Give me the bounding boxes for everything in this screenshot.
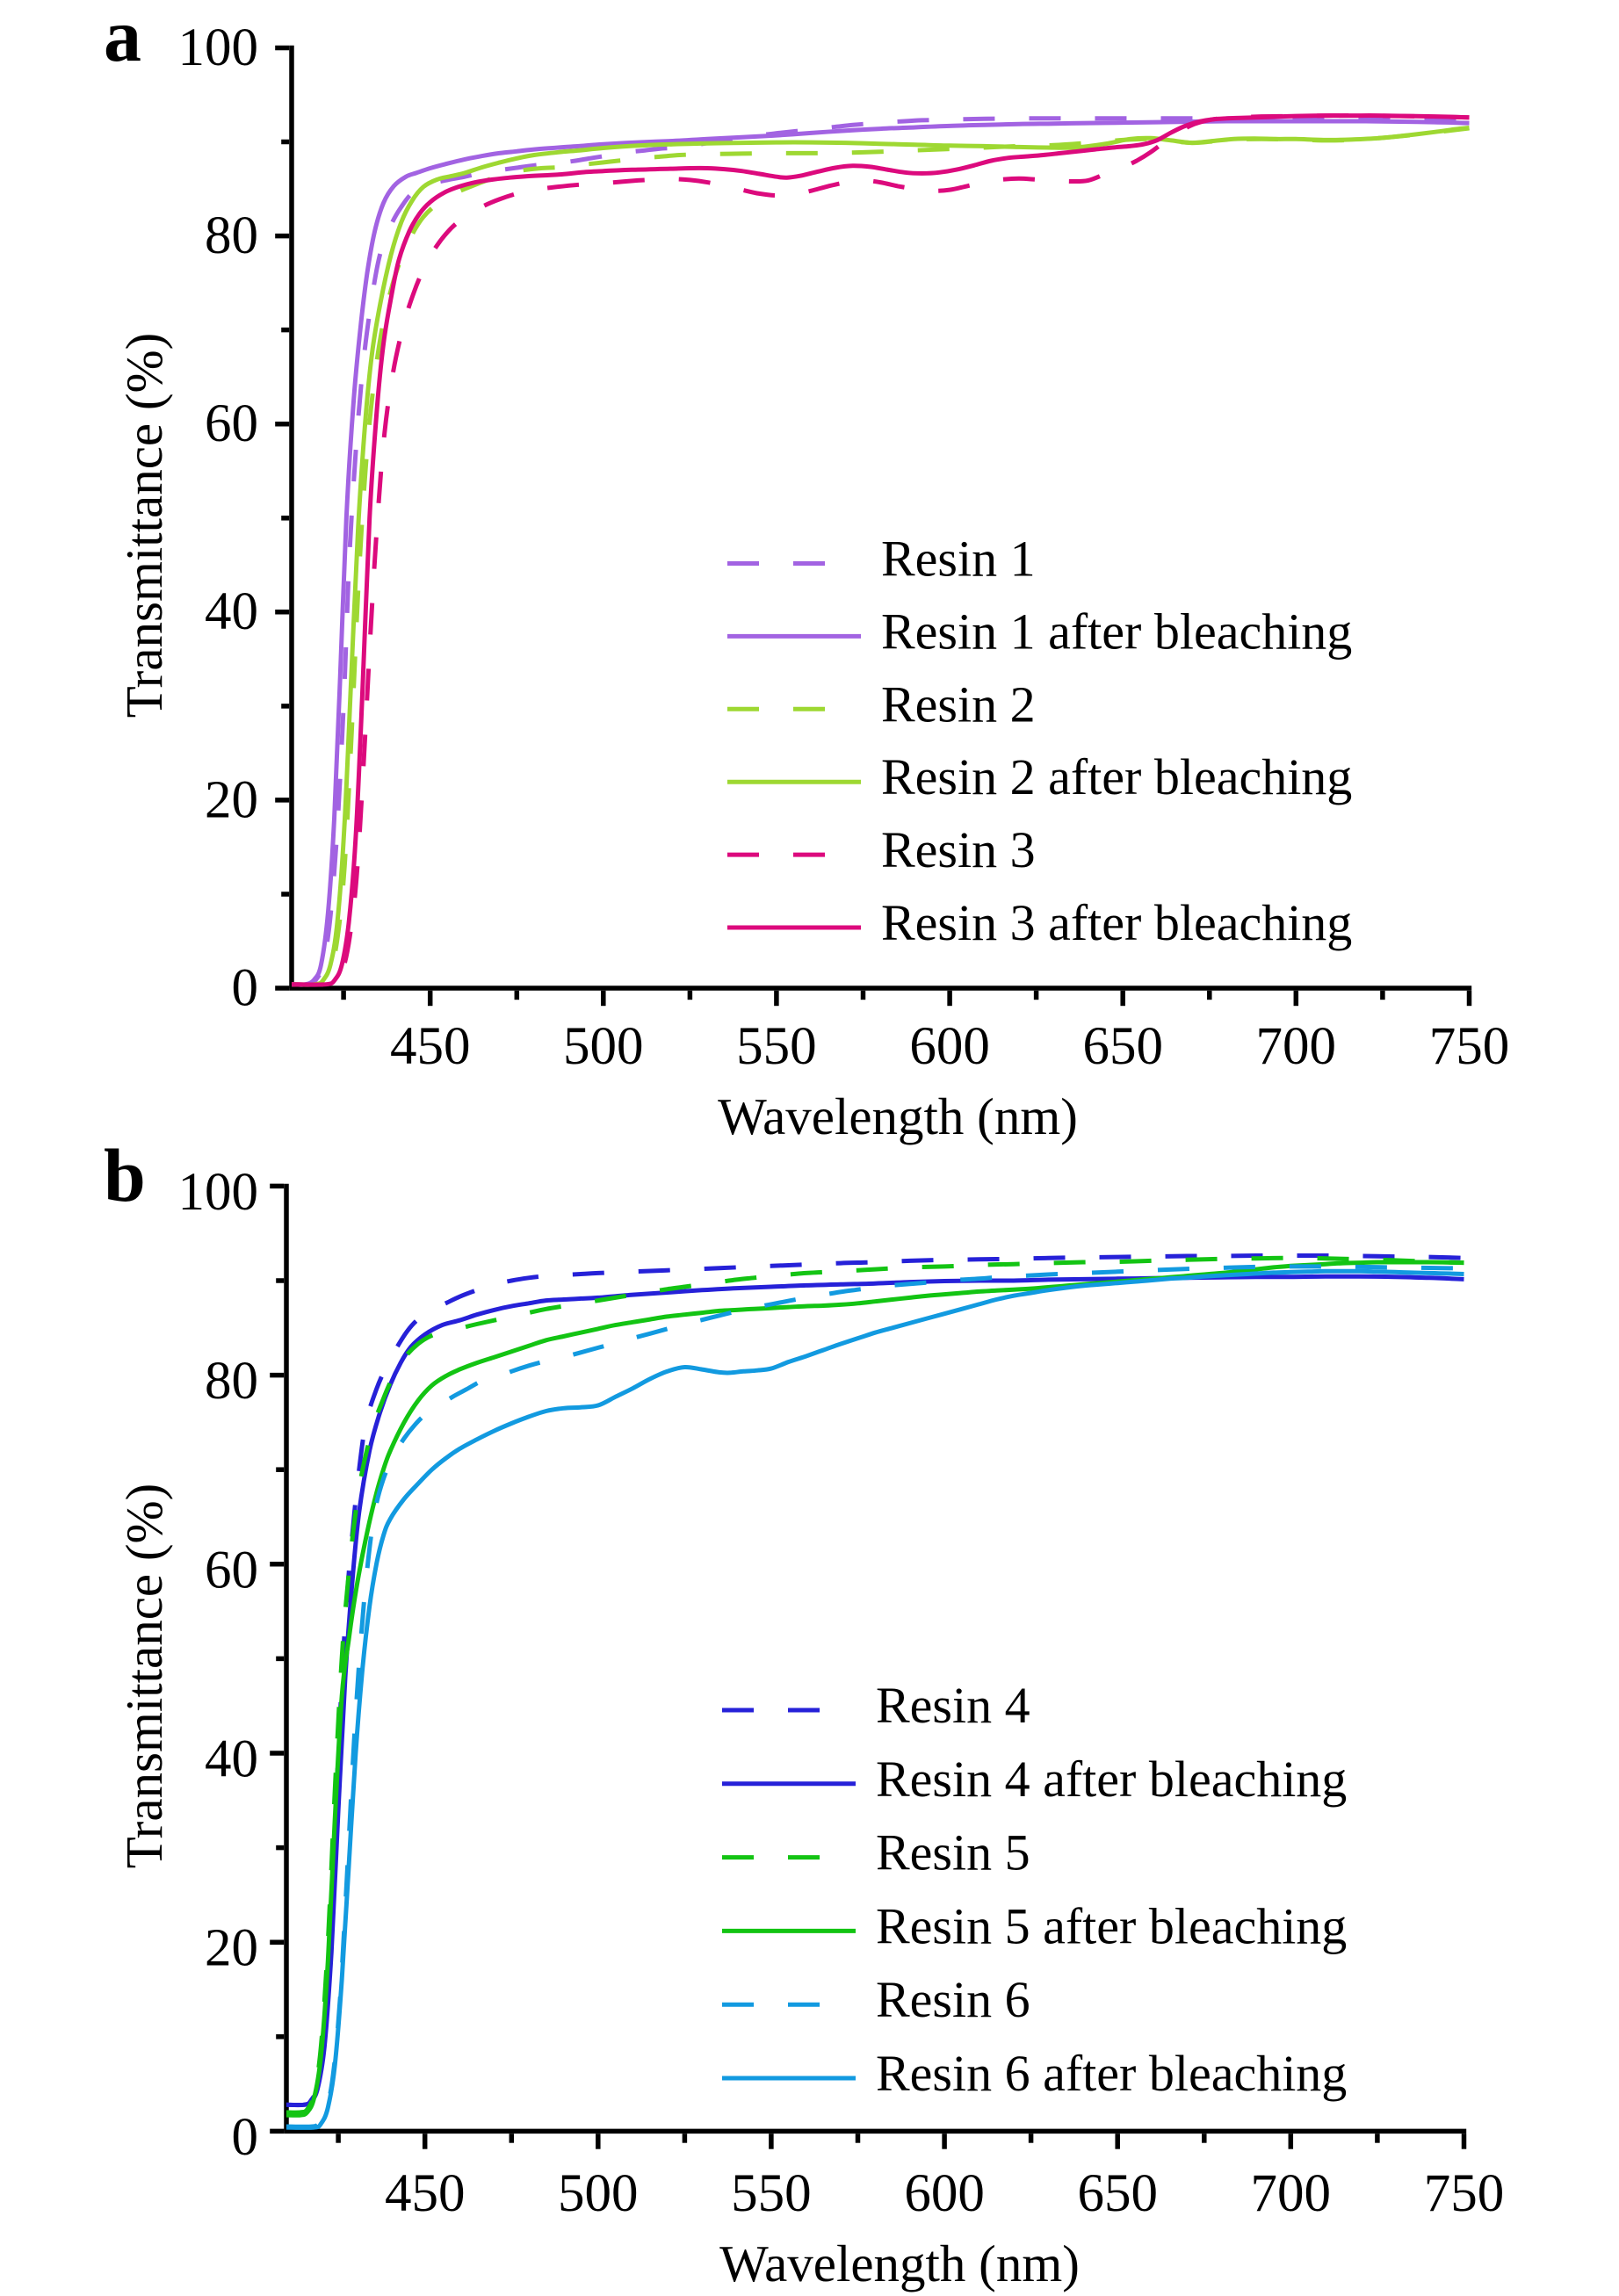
svg-text:Resin 1 after bleaching: Resin 1 after bleaching (881, 603, 1352, 660)
svg-text:450: 450 (385, 2164, 466, 2223)
svg-text:550: 550 (731, 2164, 812, 2223)
svg-text:60: 60 (205, 1541, 258, 1599)
svg-text:80: 80 (205, 1352, 258, 1411)
svg-text:750: 750 (1424, 2164, 1505, 2223)
svg-text:650: 650 (1082, 1017, 1163, 1076)
svg-text:500: 500 (563, 1017, 644, 1076)
svg-text:Resin 6 after bleaching: Resin 6 after bleaching (876, 2045, 1347, 2102)
svg-text:100: 100 (178, 1163, 259, 1222)
svg-text:60: 60 (205, 394, 258, 453)
svg-text:40: 40 (205, 1730, 258, 1789)
svg-text:80: 80 (205, 206, 258, 265)
svg-text:650: 650 (1077, 2164, 1158, 2223)
svg-text:0: 0 (232, 958, 259, 1017)
svg-text:450: 450 (390, 1017, 471, 1076)
svg-text:Resin 1: Resin 1 (881, 531, 1036, 588)
svg-text:500: 500 (558, 2164, 639, 2223)
svg-text:Wavelength (nm): Wavelength (nm) (719, 2235, 1080, 2292)
svg-text:Resin 5 after bleaching: Resin 5 after bleaching (876, 1897, 1347, 1954)
svg-text:600: 600 (904, 2164, 985, 2223)
svg-text:b: b (104, 1133, 146, 1217)
svg-text:550: 550 (736, 1017, 817, 1076)
svg-text:100: 100 (178, 18, 259, 77)
svg-text:700: 700 (1251, 2164, 1332, 2223)
svg-text:Transmittance (%): Transmittance (%) (115, 333, 173, 718)
svg-text:0: 0 (232, 2108, 259, 2167)
svg-text:Resin 3: Resin 3 (881, 821, 1036, 878)
svg-text:Resin 2: Resin 2 (881, 675, 1036, 733)
svg-text:Resin 6: Resin 6 (876, 1971, 1030, 2028)
svg-text:Resin 2 after bleaching: Resin 2 after bleaching (881, 748, 1352, 805)
svg-text:600: 600 (909, 1017, 990, 1076)
svg-text:750: 750 (1429, 1017, 1510, 1076)
svg-text:20: 20 (205, 770, 258, 829)
svg-text:Transmittance (%): Transmittance (%) (115, 1484, 173, 1869)
svg-text:40: 40 (205, 582, 258, 641)
svg-text:700: 700 (1256, 1017, 1337, 1076)
svg-text:Resin 4: Resin 4 (876, 1677, 1030, 1734)
svg-text:Resin 4 after bleaching: Resin 4 after bleaching (876, 1751, 1347, 1808)
svg-text:Wavelength (nm): Wavelength (nm) (718, 1087, 1078, 1145)
svg-text:20: 20 (205, 1919, 258, 1978)
svg-text:a: a (104, 0, 141, 77)
svg-text:Resin 5: Resin 5 (876, 1824, 1030, 1881)
svg-text:Resin 3 after bleaching: Resin 3 after bleaching (881, 894, 1352, 951)
